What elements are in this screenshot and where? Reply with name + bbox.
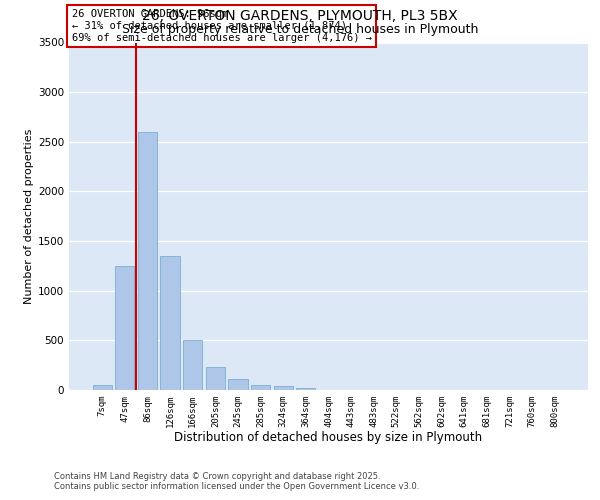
Text: 26 OVERTON GARDENS: 96sqm
← 31% of detached houses are smaller (1,874)
69% of se: 26 OVERTON GARDENS: 96sqm ← 31% of detac… (71, 10, 371, 42)
Bar (160, 256, 180, 390)
Bar (92, 385, 112, 390)
Bar (115, 266, 134, 390)
Text: Size of property relative to detached houses in Plymouth: Size of property relative to detached ho… (122, 22, 478, 36)
Text: Contains HM Land Registry data © Crown copyright and database right 2025.: Contains HM Land Registry data © Crown c… (54, 472, 380, 481)
Text: 26, OVERTON GARDENS, PLYMOUTH, PL3 5BX: 26, OVERTON GARDENS, PLYMOUTH, PL3 5BX (142, 9, 458, 23)
Bar (183, 340, 202, 390)
Text: Contains public sector information licensed under the Open Government Licence v3: Contains public sector information licen… (54, 482, 419, 491)
X-axis label: Distribution of detached houses by size in Plymouth: Distribution of detached houses by size … (175, 432, 482, 444)
Bar (206, 366, 225, 390)
Y-axis label: Number of detached properties: Number of detached properties (24, 128, 34, 304)
Bar (229, 379, 248, 390)
Bar (296, 388, 316, 390)
Bar (274, 386, 293, 390)
Bar (251, 384, 270, 390)
Bar (138, 132, 157, 390)
